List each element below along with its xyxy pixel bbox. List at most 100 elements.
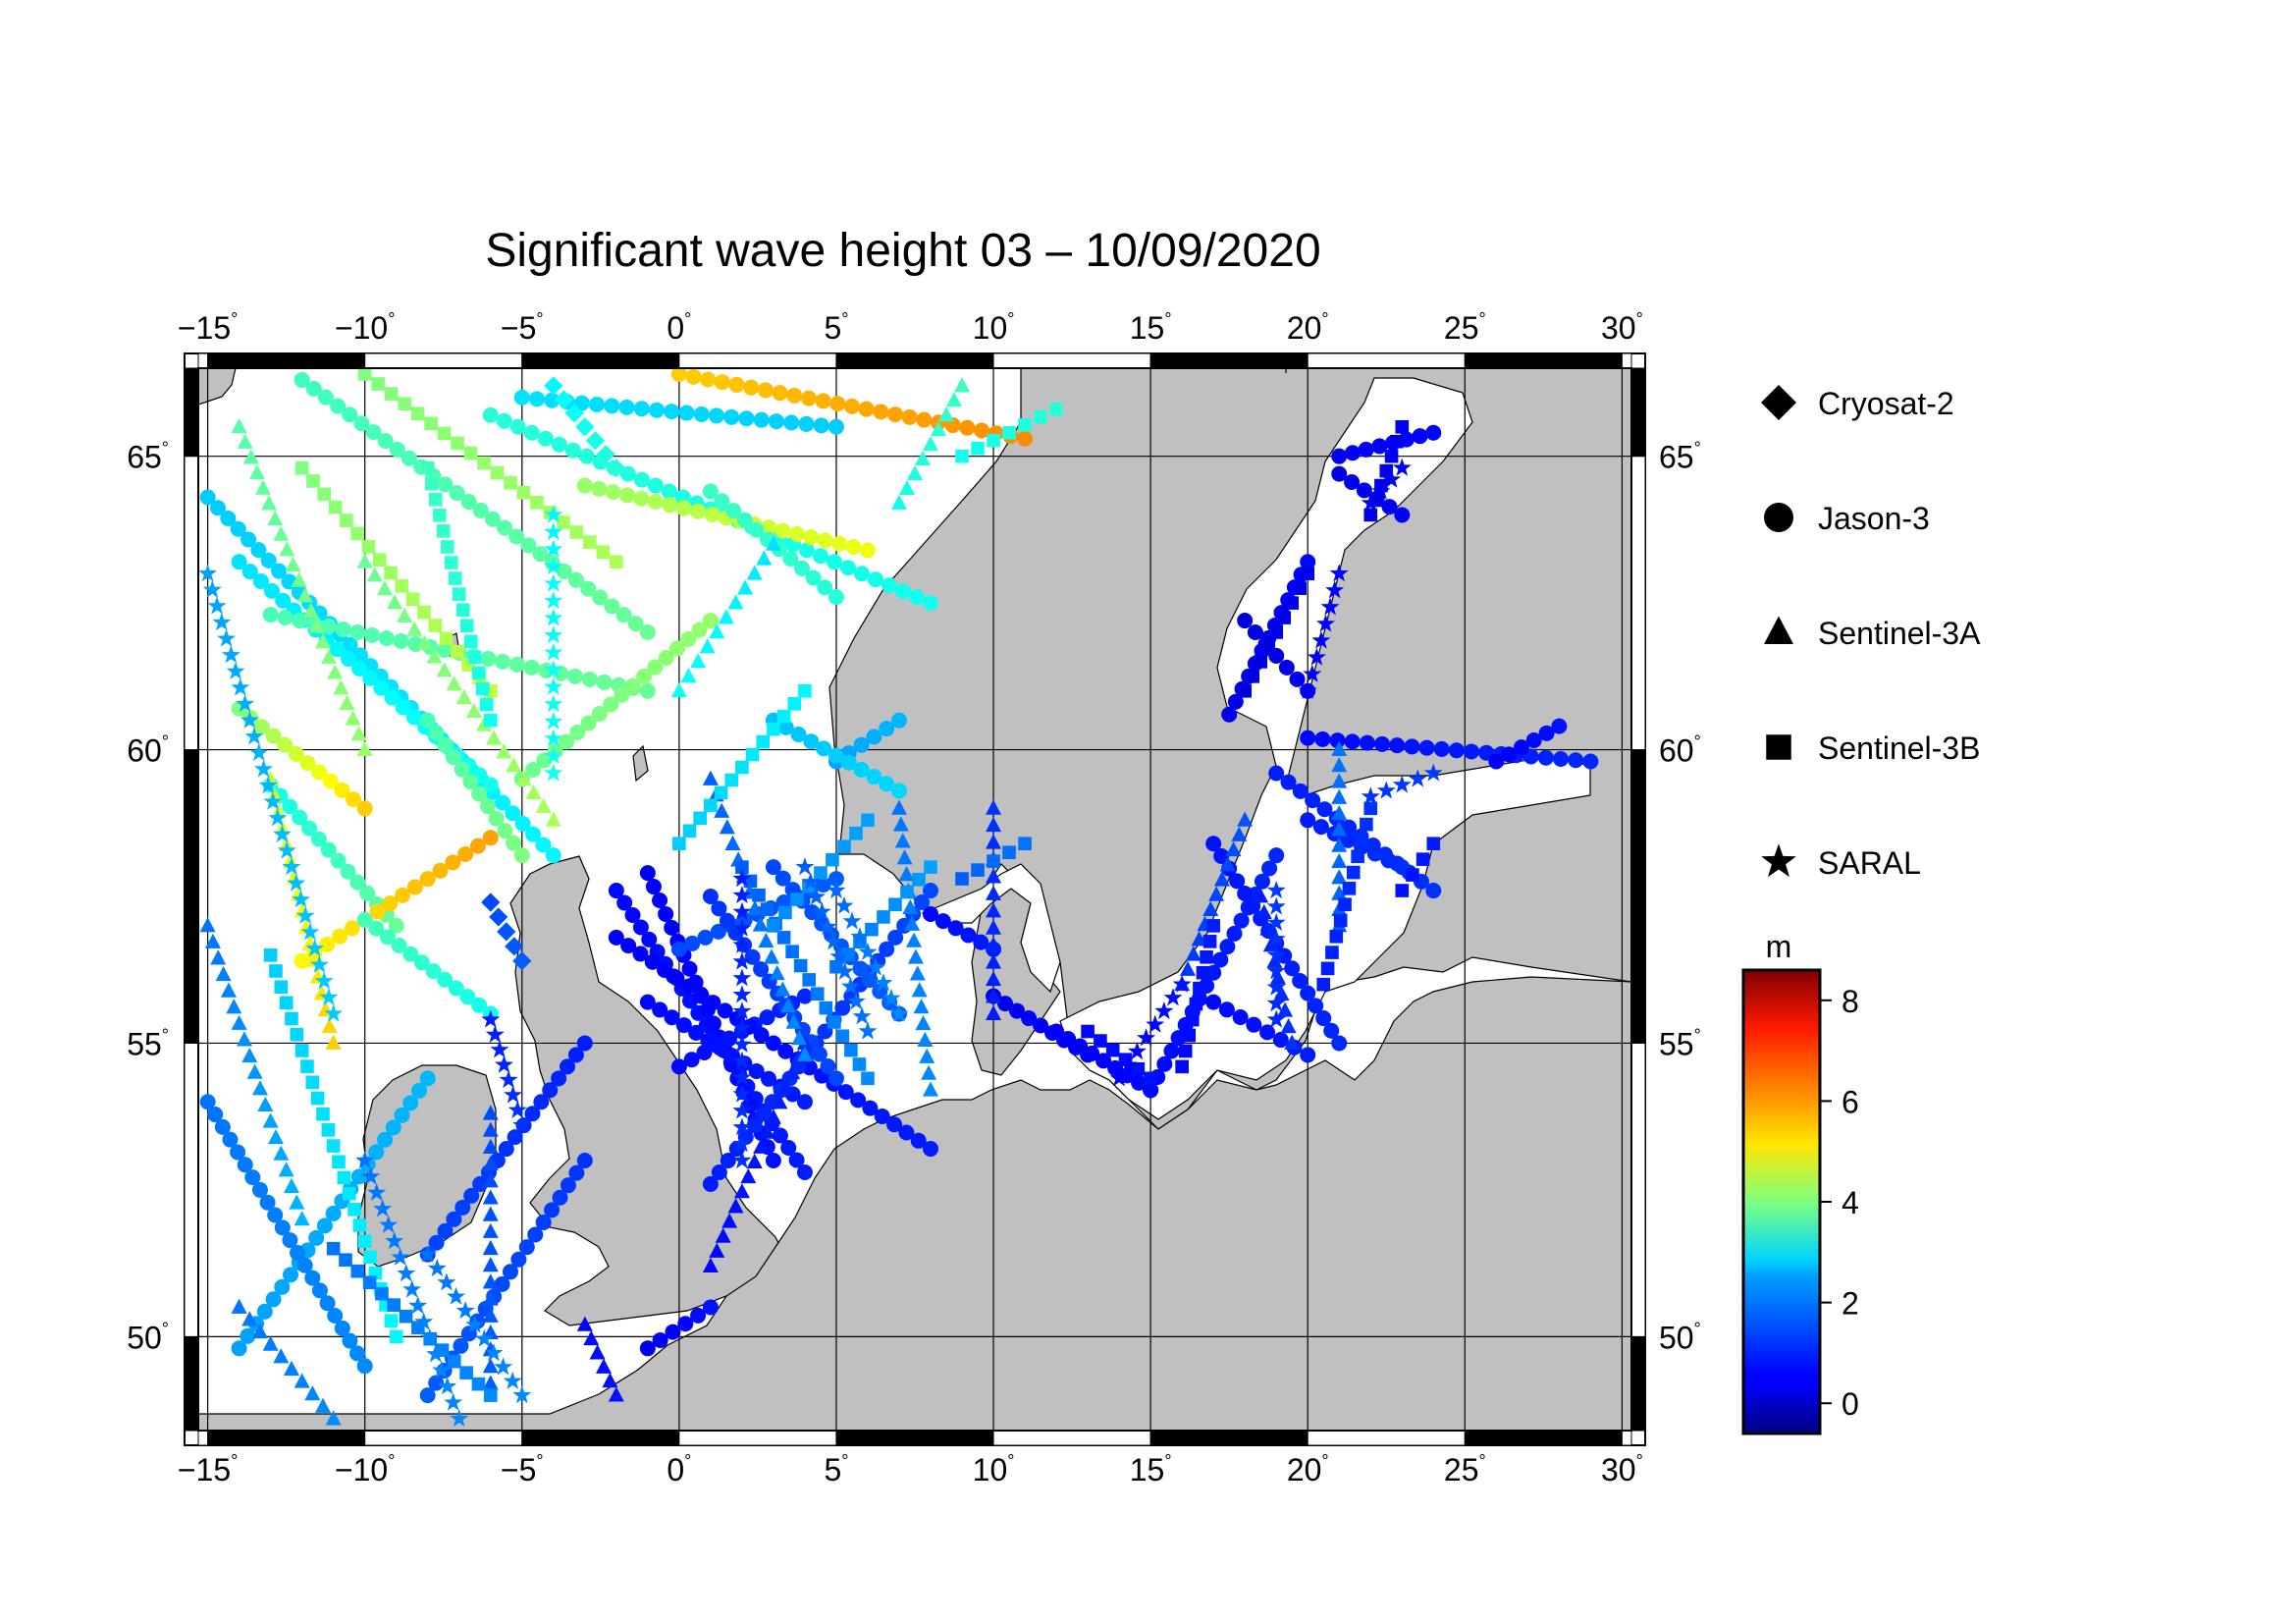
- observation-star: [812, 901, 831, 920]
- observation-triangle: [898, 866, 915, 882]
- observation-circle: [1488, 753, 1505, 770]
- observation-triangle: [356, 553, 373, 568]
- observation-triangle: [262, 1112, 279, 1128]
- observation-triangle: [752, 916, 769, 932]
- observation-circle: [1315, 1010, 1332, 1027]
- observation-circle: [800, 390, 817, 406]
- observation-circle: [533, 1094, 550, 1110]
- observation-triangle: [436, 662, 453, 677]
- observation-star: [485, 1024, 505, 1043]
- observation-circle: [1219, 939, 1236, 955]
- observation-circle: [1316, 801, 1333, 818]
- observation-circle: [560, 1177, 576, 1194]
- observation-triangle: [1331, 837, 1348, 852]
- observation-circle: [445, 749, 461, 766]
- longitude-tick-label: 15°: [1130, 309, 1172, 346]
- observation-square: [475, 681, 490, 696]
- observation-square: [1316, 977, 1331, 992]
- observation-circle: [288, 745, 304, 762]
- border-segment-right: [1630, 1335, 1646, 1432]
- observation-circle: [881, 577, 897, 594]
- border-segment-top: [1149, 352, 1308, 369]
- observation-circle: [419, 871, 436, 888]
- longitude-tick-label: 30°: [1601, 1451, 1643, 1488]
- observation-star: [305, 939, 325, 957]
- observation-triangle: [986, 988, 1002, 1003]
- observation-star: [202, 579, 222, 598]
- border-segment-bottom: [207, 1430, 366, 1446]
- observation-star: [732, 985, 752, 1003]
- observation-circle: [748, 521, 765, 538]
- observation-circle: [459, 989, 476, 1005]
- observation-triangle: [902, 898, 919, 915]
- observation-star: [1361, 493, 1380, 512]
- border-segment-right: [1630, 456, 1646, 751]
- observation-square: [459, 619, 474, 633]
- observation-circle: [688, 1024, 705, 1041]
- observation-square: [1206, 919, 1220, 933]
- observation-circle: [535, 1214, 552, 1230]
- observation-circle: [304, 1270, 321, 1286]
- observation-circle: [480, 650, 497, 667]
- observation-circle: [748, 1062, 765, 1079]
- observation-star: [544, 763, 563, 782]
- observation-circle: [662, 497, 678, 514]
- observation-triangle: [727, 1198, 744, 1214]
- observation-triangle: [1255, 903, 1272, 920]
- observation-circle: [283, 1267, 299, 1283]
- observation-star: [544, 676, 563, 695]
- observation-triangle: [515, 770, 532, 786]
- observation-square: [787, 696, 802, 711]
- observation-triangle: [279, 541, 295, 557]
- observation-circle: [400, 450, 417, 466]
- observation-triangle: [1331, 757, 1348, 773]
- observation-square: [337, 1170, 351, 1185]
- observation-circle: [702, 483, 719, 500]
- observation-circle: [702, 1175, 719, 1192]
- observation-circle: [310, 831, 327, 847]
- observation-star: [212, 613, 232, 631]
- observation-square: [350, 526, 364, 541]
- observation-circle: [551, 1070, 567, 1087]
- observation-circle: [237, 1157, 253, 1173]
- legend-label-saral: SARAL: [1818, 845, 1921, 881]
- observation-triangle: [1202, 900, 1219, 916]
- observation-circle: [777, 719, 794, 735]
- observation-circle: [388, 917, 404, 934]
- observation-star: [300, 922, 320, 941]
- observation-triangle: [765, 1109, 781, 1124]
- observation-square: [735, 760, 749, 775]
- border-segment-left: [184, 1042, 199, 1337]
- border-segment-left: [184, 456, 199, 751]
- observation-circle: [644, 953, 661, 970]
- observation-triangle: [231, 1298, 247, 1314]
- observation-circle: [1513, 739, 1529, 756]
- observation-triangle: [718, 609, 734, 624]
- observation-circle: [839, 560, 856, 576]
- observation-circle: [513, 847, 530, 864]
- observation-square: [339, 1253, 352, 1267]
- observation-star: [1266, 896, 1286, 915]
- observation-square: [352, 1218, 367, 1232]
- observation-circle: [1525, 731, 1542, 748]
- observation-circle: [1156, 1055, 1173, 1072]
- observation-square: [835, 1029, 850, 1044]
- observation-square: [826, 852, 839, 867]
- longitude-tick-label: 25°: [1444, 309, 1486, 346]
- observation-star: [1376, 781, 1396, 799]
- border-segment-left: [184, 367, 199, 458]
- observation-circle: [879, 776, 895, 792]
- observation-triangle: [231, 417, 247, 434]
- observation-circle: [445, 854, 461, 871]
- observation-triangle: [482, 1273, 499, 1289]
- observation-circle: [887, 929, 904, 946]
- observation-circle: [1232, 1008, 1249, 1025]
- observation-triangle: [482, 1155, 499, 1171]
- observation-triangle: [715, 1227, 731, 1243]
- longitude-tick-label: 10°: [973, 1451, 1015, 1488]
- observation-circle: [901, 408, 918, 425]
- observation-square: [955, 872, 969, 886]
- observation-square: [1342, 882, 1357, 895]
- observation-square: [814, 866, 828, 880]
- observation-circle: [568, 1164, 585, 1181]
